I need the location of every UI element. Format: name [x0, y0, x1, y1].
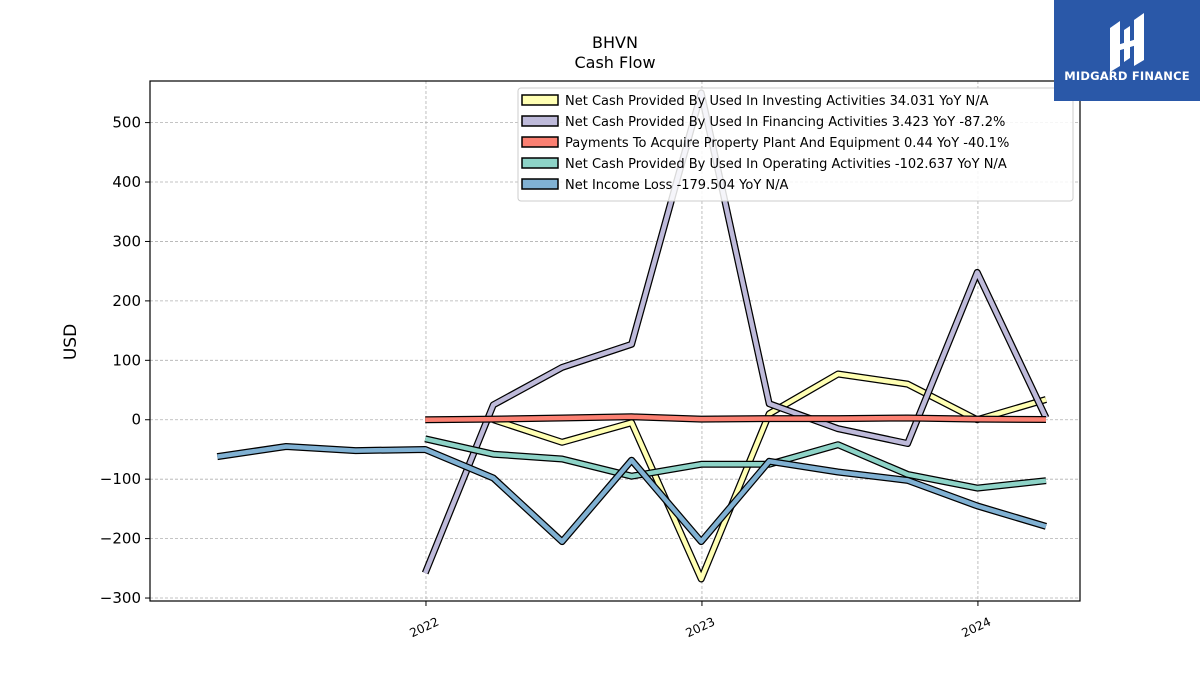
series-1: [421, 89, 1050, 575]
legend-entry: Net Cash Provided By Used In Investing A…: [565, 94, 989, 109]
y-tick-label: −300: [100, 589, 141, 607]
chart-subtitle: Cash Flow: [574, 53, 655, 72]
y-axis-label: USD: [61, 324, 81, 360]
legend: Net Cash Provided By Used In Investing A…: [517, 87, 1074, 202]
legend-entry: Net Cash Provided By Used In Operating A…: [565, 157, 1007, 172]
y-tick-label: 300: [112, 232, 141, 250]
y-tick-label: −200: [100, 530, 141, 548]
series-2: [425, 413, 1047, 424]
y-tick-label: 200: [112, 292, 141, 310]
chart-texts: BHVN Cash Flow USD: [61, 33, 656, 360]
x-tick-label: 2022: [407, 615, 441, 641]
plot-frame: [149, 80, 1081, 602]
legend-entry: Net Cash Provided By Used In Financing A…: [565, 115, 1005, 130]
y-tick-label: 0: [131, 411, 141, 429]
logo-mark-icon: [1110, 13, 1144, 72]
legend-swatch: [521, 178, 559, 190]
series-layer: [216, 89, 1050, 583]
series-line: [216, 444, 1047, 544]
series-line: [425, 414, 1047, 422]
chart-title: BHVN: [592, 33, 638, 52]
midgard-finance-logo: MIDGARD FINANCE: [1054, 0, 1200, 101]
y-tick-label: 100: [112, 351, 141, 369]
x-tick-label: 2023: [683, 615, 717, 641]
y-tick-label: 400: [112, 173, 141, 191]
series-line: [424, 436, 1047, 491]
series-line: [492, 371, 1047, 582]
x-tick-label: 2024: [959, 615, 993, 641]
series-4: [216, 443, 1047, 546]
y-tick-label: −100: [100, 470, 141, 488]
series-line: [423, 90, 1049, 574]
logo-text: MIDGARD FINANCE: [1064, 69, 1190, 83]
legend-swatch: [521, 94, 559, 106]
legend-entry: Payments To Acquire Property Plant And E…: [565, 136, 1009, 151]
legend-box: [517, 87, 1074, 202]
legend-entry: Net Income Loss -179.504 YoY N/A: [565, 178, 788, 193]
series-3: [424, 435, 1047, 492]
legend-swatch: [521, 115, 559, 127]
legend-swatch: [521, 157, 559, 169]
legend-swatch: [521, 136, 559, 148]
series-0: [492, 370, 1047, 583]
y-tick-label: 500: [112, 114, 141, 132]
